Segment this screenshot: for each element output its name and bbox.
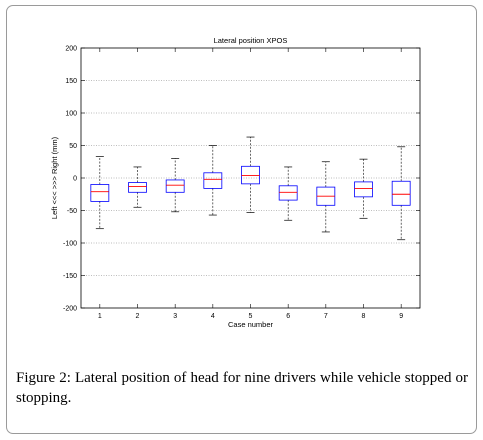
figure-caption: Figure 2: Lateral position of head for n… [16,368,468,408]
box-case-8 [354,158,373,219]
x-tick-label: 7 [324,313,328,320]
box-case-5 [241,136,260,213]
box-case-3 [165,158,185,213]
y-tick-label: -200 [63,306,77,313]
iqr-box [278,185,298,201]
grid-lines [81,80,420,276]
caption-text: Lateral position of head for nine driver… [16,370,468,406]
x-tick-label: 3 [173,313,177,320]
y-tick-label: 100 [65,111,77,118]
iqr-box [128,182,147,193]
iqr-box [165,179,185,193]
y-axis-label: Left <<< >>> Right (mm) [50,136,59,219]
figure-frame [6,5,477,434]
x-tick-label: 9 [399,313,403,320]
box-case-4 [203,145,223,216]
chart-title: Lateral position XPOS [214,36,288,45]
x-tick-label: 6 [286,313,290,320]
x-axis-label: Case number [228,320,274,329]
box-case-1 [90,156,110,230]
iqr-box [391,180,411,206]
caption-prefix: Figure 2: [16,370,71,386]
iqr-box [203,172,223,189]
y-tick-label: 150 [65,78,77,85]
y-tick-label: -50 [67,208,77,215]
box-case-7 [316,161,336,233]
axis-ticks: -200 -150 -100 -50 0 50 100 150 200 1 2 3 4 5 6 7 8 9 [63,46,420,320]
x-tick-label: 8 [362,313,366,320]
box-series [90,136,411,241]
y-tick-label: 50 [69,143,77,150]
x-tick-label: 4 [211,313,215,320]
box-case-6 [278,166,298,221]
iqr-box [90,184,110,202]
y-tick-label: -150 [63,273,77,280]
box-case-2 [128,166,147,208]
box-case-9 [391,146,411,241]
x-tick-label: 2 [136,313,140,320]
y-tick-label: 200 [65,46,77,53]
y-tick-label: -100 [63,241,77,248]
iqr-box [354,181,373,198]
y-tick-label: 0 [73,176,77,183]
x-tick-label: 1 [98,313,102,320]
x-tick-label: 5 [249,313,253,320]
